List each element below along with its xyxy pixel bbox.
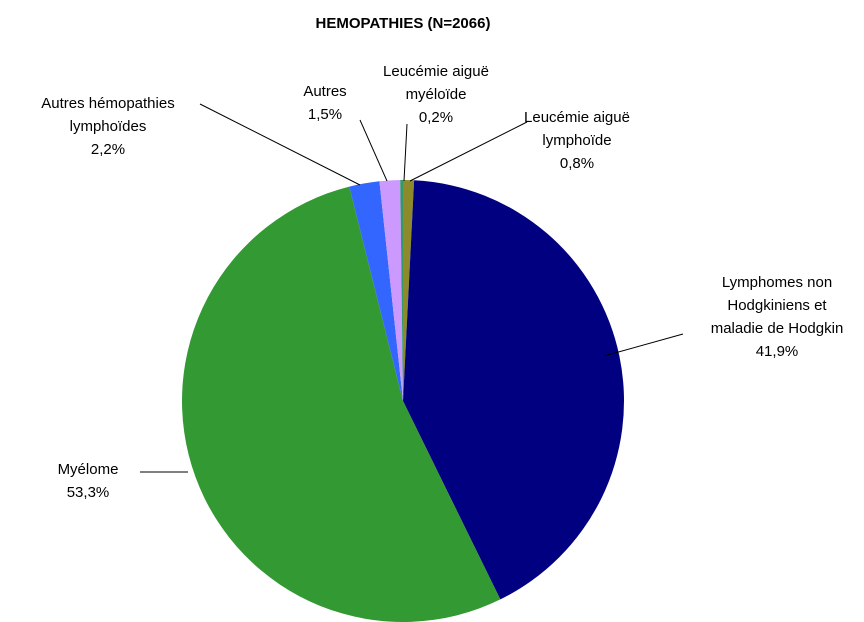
slice-label: maladie de Hodgkin (711, 320, 844, 337)
leader-line (359, 119, 388, 182)
pie-slice (379, 180, 403, 401)
pie-slice (403, 180, 625, 600)
slice-label: Lymphomes non (722, 274, 832, 291)
value-label: 41,9% (756, 343, 799, 360)
value-label: 53,3% (67, 484, 110, 501)
value-label: 0,2% (419, 109, 453, 126)
slice-label: myéloïde (406, 86, 467, 103)
leader-line (199, 103, 361, 186)
slice-label: Hodgkiniens et (727, 297, 827, 314)
slice-label: lymphoïde (542, 132, 611, 149)
slice-label: Autres (303, 83, 346, 100)
slice-label: Myélome (58, 461, 119, 478)
chart-title: HEMOPATHIES (N=2066) (316, 15, 491, 32)
value-label: 2,2% (91, 141, 125, 158)
pie-slice (182, 186, 501, 622)
leader-line (409, 121, 528, 182)
value-label: 0,8% (560, 155, 594, 172)
slice-label: Autres hémopathies (41, 95, 174, 112)
slice-label: Leucémie aiguë (524, 109, 630, 126)
pie-slice (349, 181, 403, 401)
leader-line (603, 333, 684, 357)
slice-label: lymphoïdes (70, 118, 147, 135)
value-label: 1,5% (308, 106, 342, 123)
slice-label: Leucémie aiguë (383, 63, 489, 80)
pie-slice (400, 180, 403, 401)
leader-line (403, 123, 408, 182)
pie-slice (403, 180, 415, 401)
